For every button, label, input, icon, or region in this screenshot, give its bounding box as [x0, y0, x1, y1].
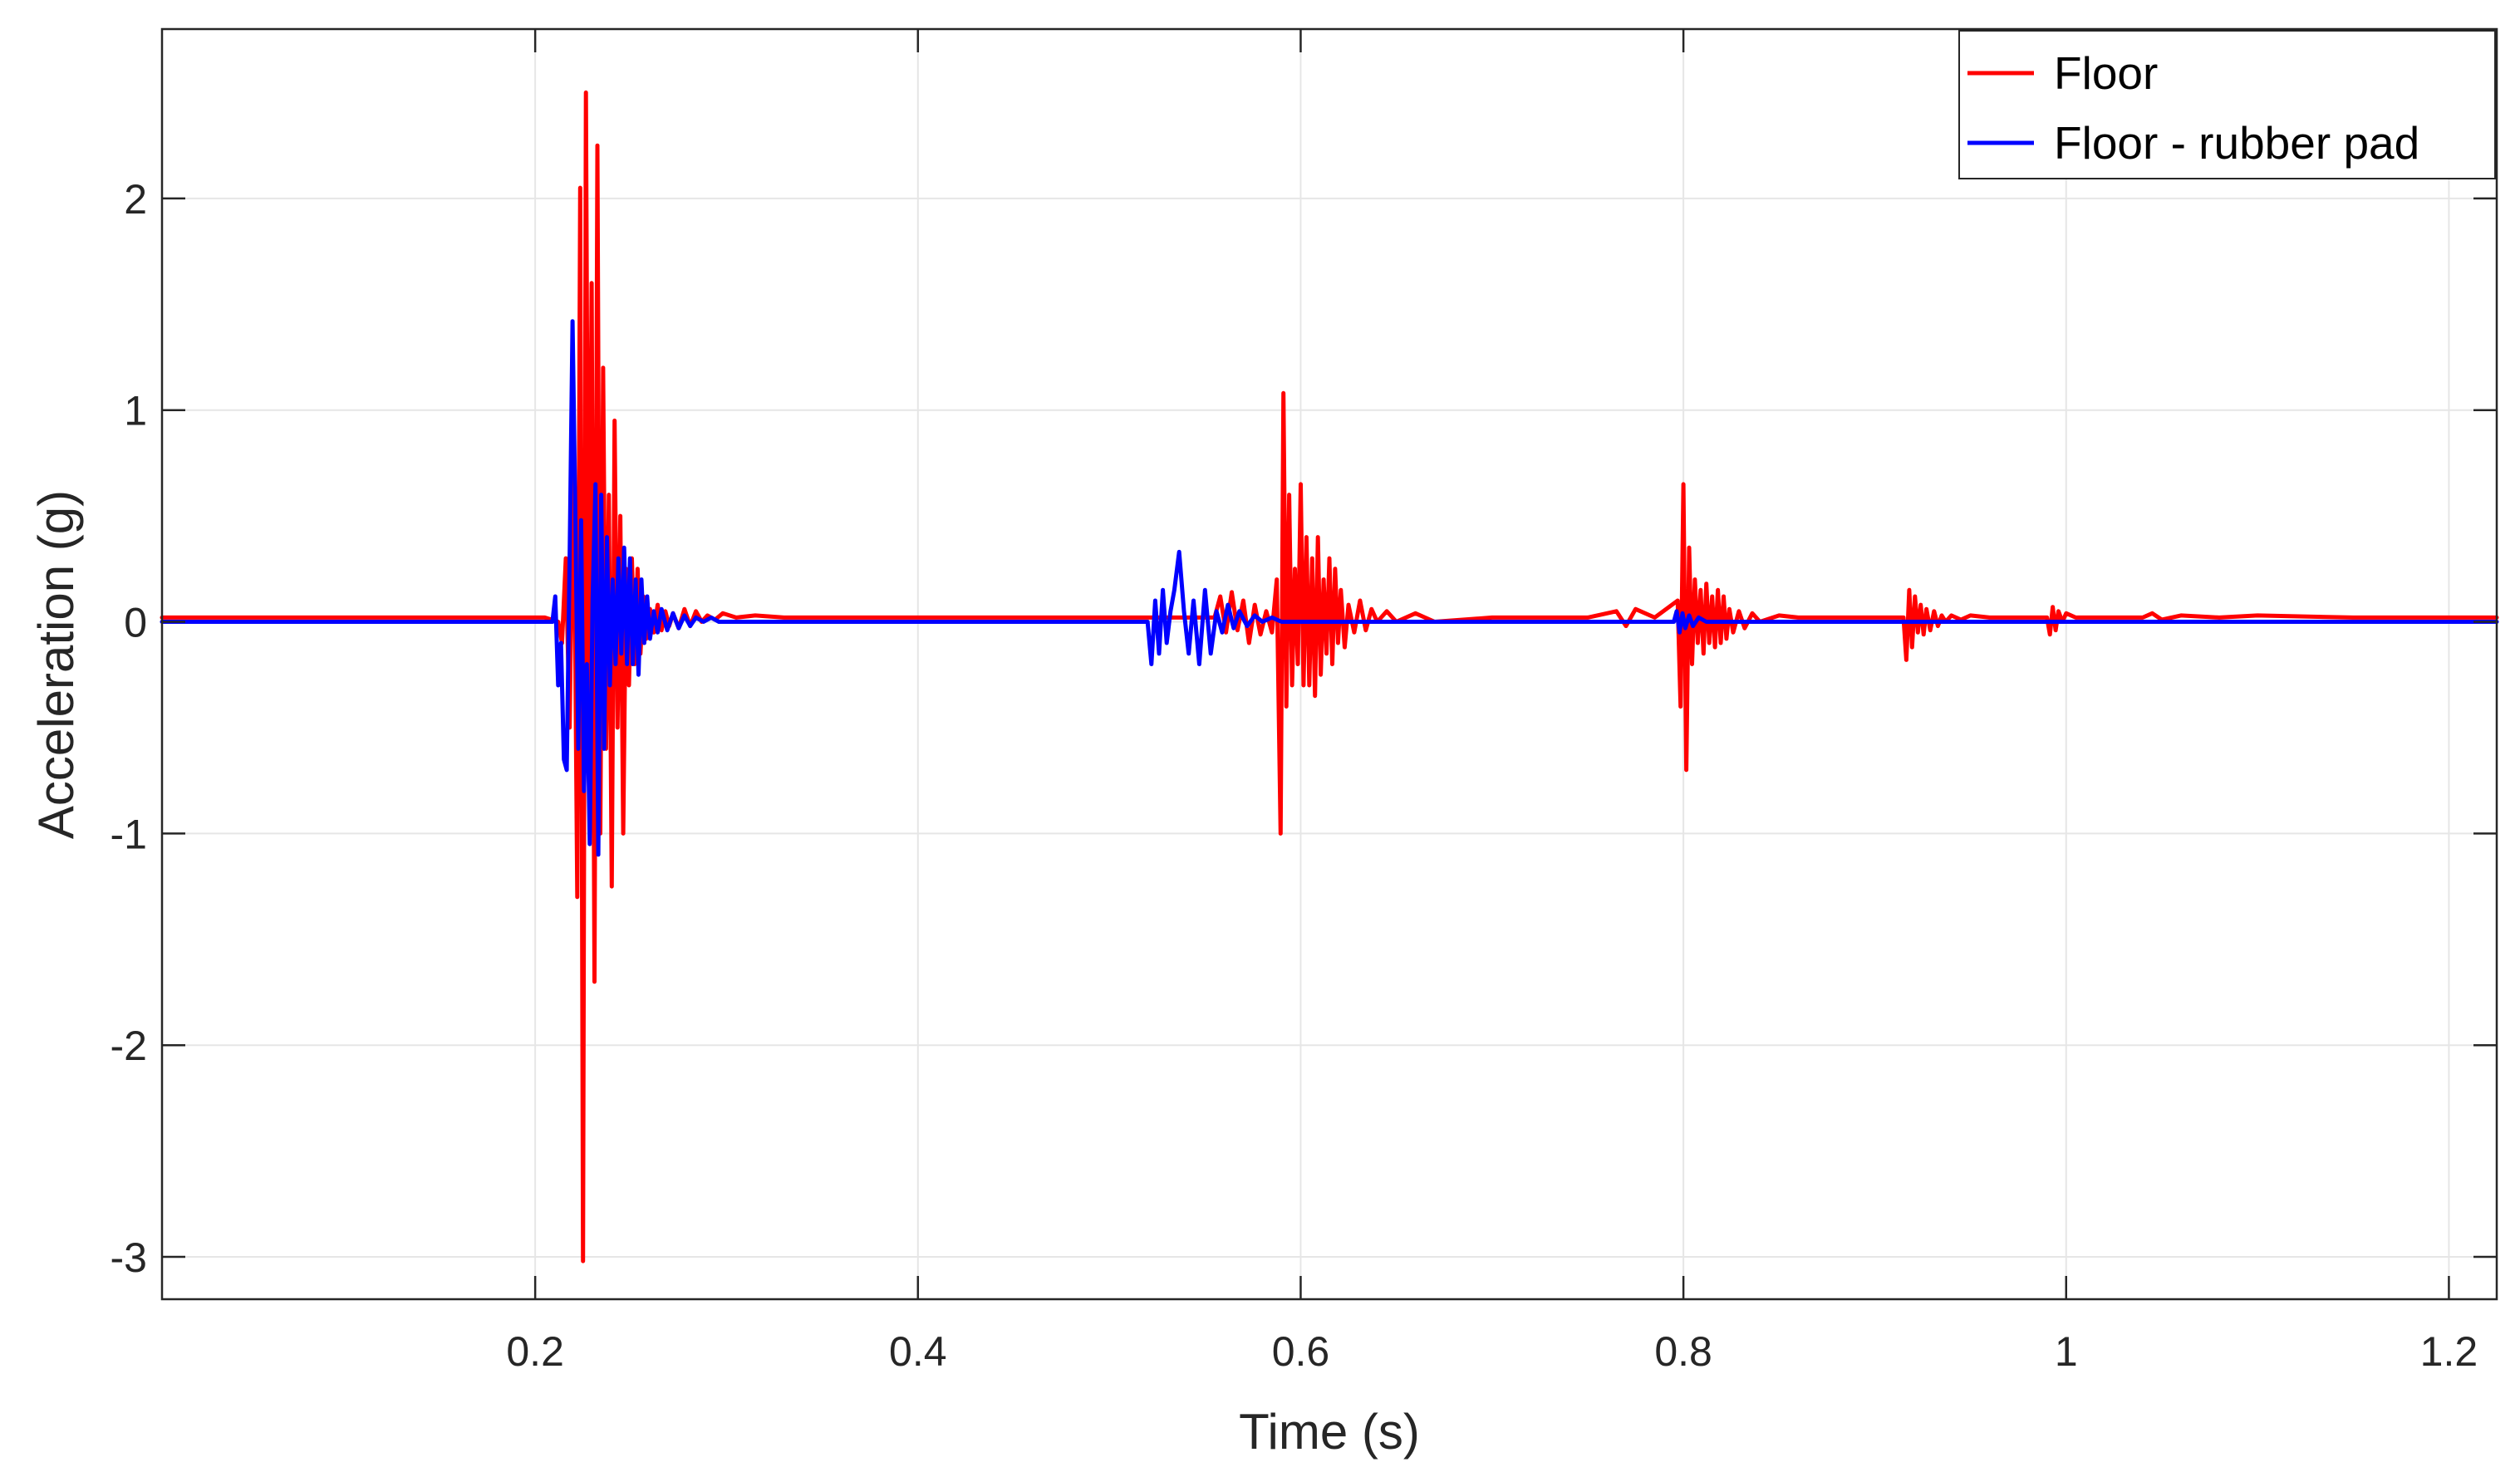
y-tick-label: 1: [124, 388, 147, 434]
series-lines: [160, 90, 2499, 1263]
series-line-rubber-pad: [160, 319, 2499, 857]
legend: Floor Floor - rubber pad: [1958, 30, 2496, 179]
legend-label-rubber-pad: Floor - rubber pad: [2054, 117, 2419, 169]
y-tick-label: -1: [111, 811, 147, 857]
legend-box: [1958, 30, 2496, 179]
y-tick-label: 2: [124, 176, 147, 223]
legend-label-floor: Floor: [2054, 47, 2158, 99]
plot-frame: [160, 27, 2498, 1301]
x-axis-title: Time (s): [1239, 1404, 1420, 1460]
x-tick-label: 1.2: [2420, 1328, 2478, 1375]
x-tick-label: 0.6: [1272, 1328, 1330, 1375]
y-tick-label: -3: [111, 1234, 147, 1281]
y-tick-label: 0: [124, 600, 147, 646]
plot-background: [162, 29, 2497, 1299]
x-tick-label: 1: [2055, 1328, 2078, 1375]
axis-ticks: 0.2 0.4 0.6 0.8 1 1.2 -3 -2 -1 0 1 2: [111, 29, 2497, 1375]
x-tick-label: 0.2: [506, 1328, 564, 1375]
y-tick-label: -2: [111, 1023, 147, 1069]
x-tick-label: 0.4: [889, 1328, 947, 1375]
x-tick-label: 0.8: [1654, 1328, 1712, 1375]
y-axis-title: Acceleration (g): [28, 490, 84, 839]
